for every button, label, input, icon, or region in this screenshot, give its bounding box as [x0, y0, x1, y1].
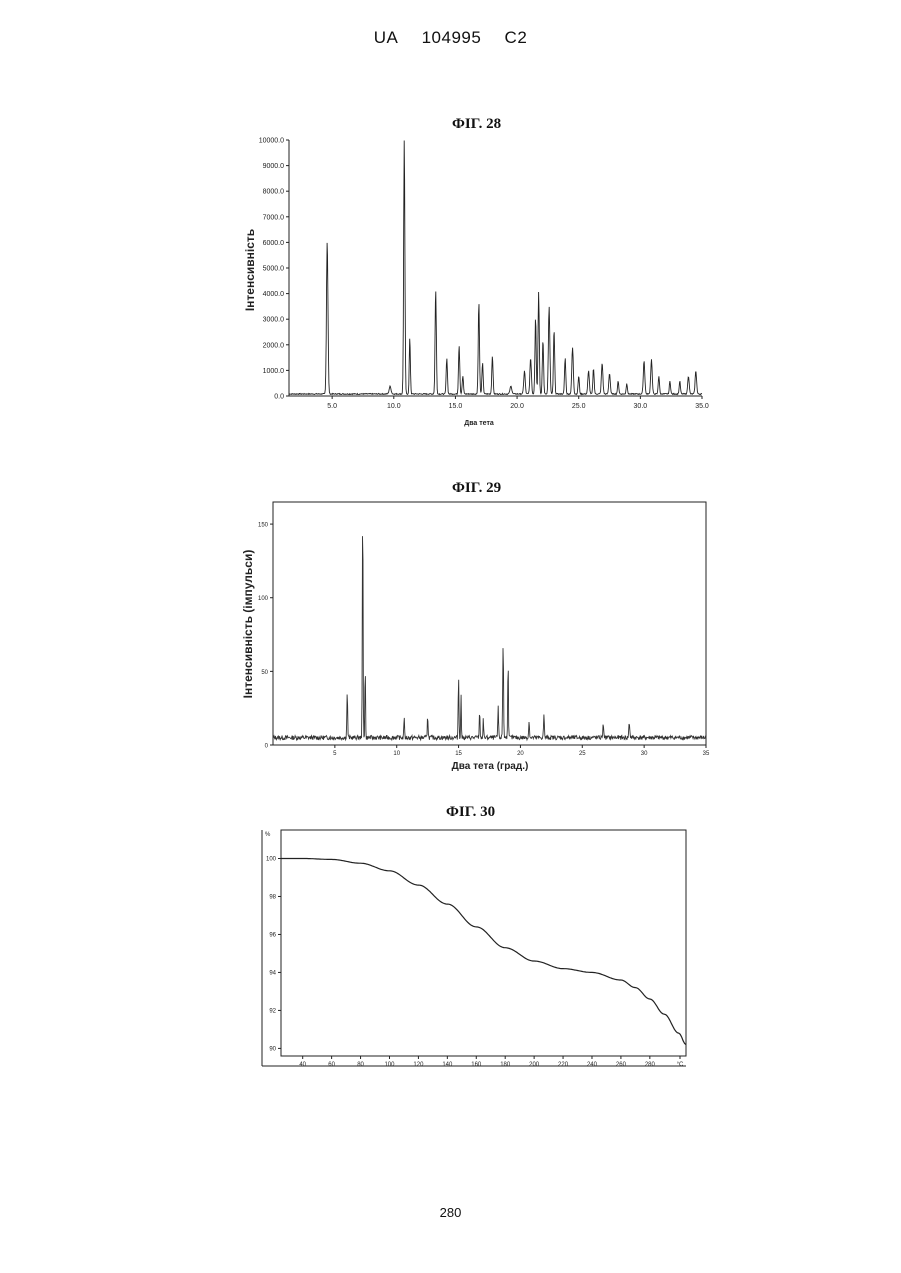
y-tick-label: 98	[269, 894, 276, 900]
x-tick-label: 160	[471, 1062, 482, 1068]
x-tick-label: 40	[299, 1062, 306, 1068]
plot-frame	[281, 830, 686, 1056]
x-tick-label: 140	[442, 1062, 453, 1068]
x-tick-label: 60	[328, 1062, 335, 1068]
y-unit-label: %	[265, 832, 271, 838]
y-tick-label: 90	[269, 1046, 276, 1052]
x-tick-label: 280	[645, 1062, 656, 1068]
x-tick-label: 180	[500, 1062, 511, 1068]
x-tick-label: 260	[616, 1062, 627, 1068]
x-tick-label: 80	[357, 1062, 364, 1068]
page-number: 280	[0, 1205, 901, 1220]
y-tick-label: 92	[269, 1008, 276, 1014]
x-tick-label: 100	[384, 1062, 395, 1068]
y-tick-label: 94	[269, 970, 276, 976]
x-tick-label: 120	[413, 1062, 424, 1068]
x-tick-label: 240	[587, 1062, 598, 1068]
y-tick-label: 100	[266, 856, 277, 862]
y-tick-label: 96	[269, 932, 276, 938]
weight-loss-curve	[281, 859, 686, 1045]
x-tick-label: °C	[677, 1062, 684, 1068]
x-tick-label: 200	[529, 1062, 540, 1068]
x-tick-label: 220	[558, 1062, 569, 1068]
fig30-tga-chart: % 90 92 94 96 98 100 40 60 80 100 120 140 160 180 200 22…	[0, 0, 901, 1100]
